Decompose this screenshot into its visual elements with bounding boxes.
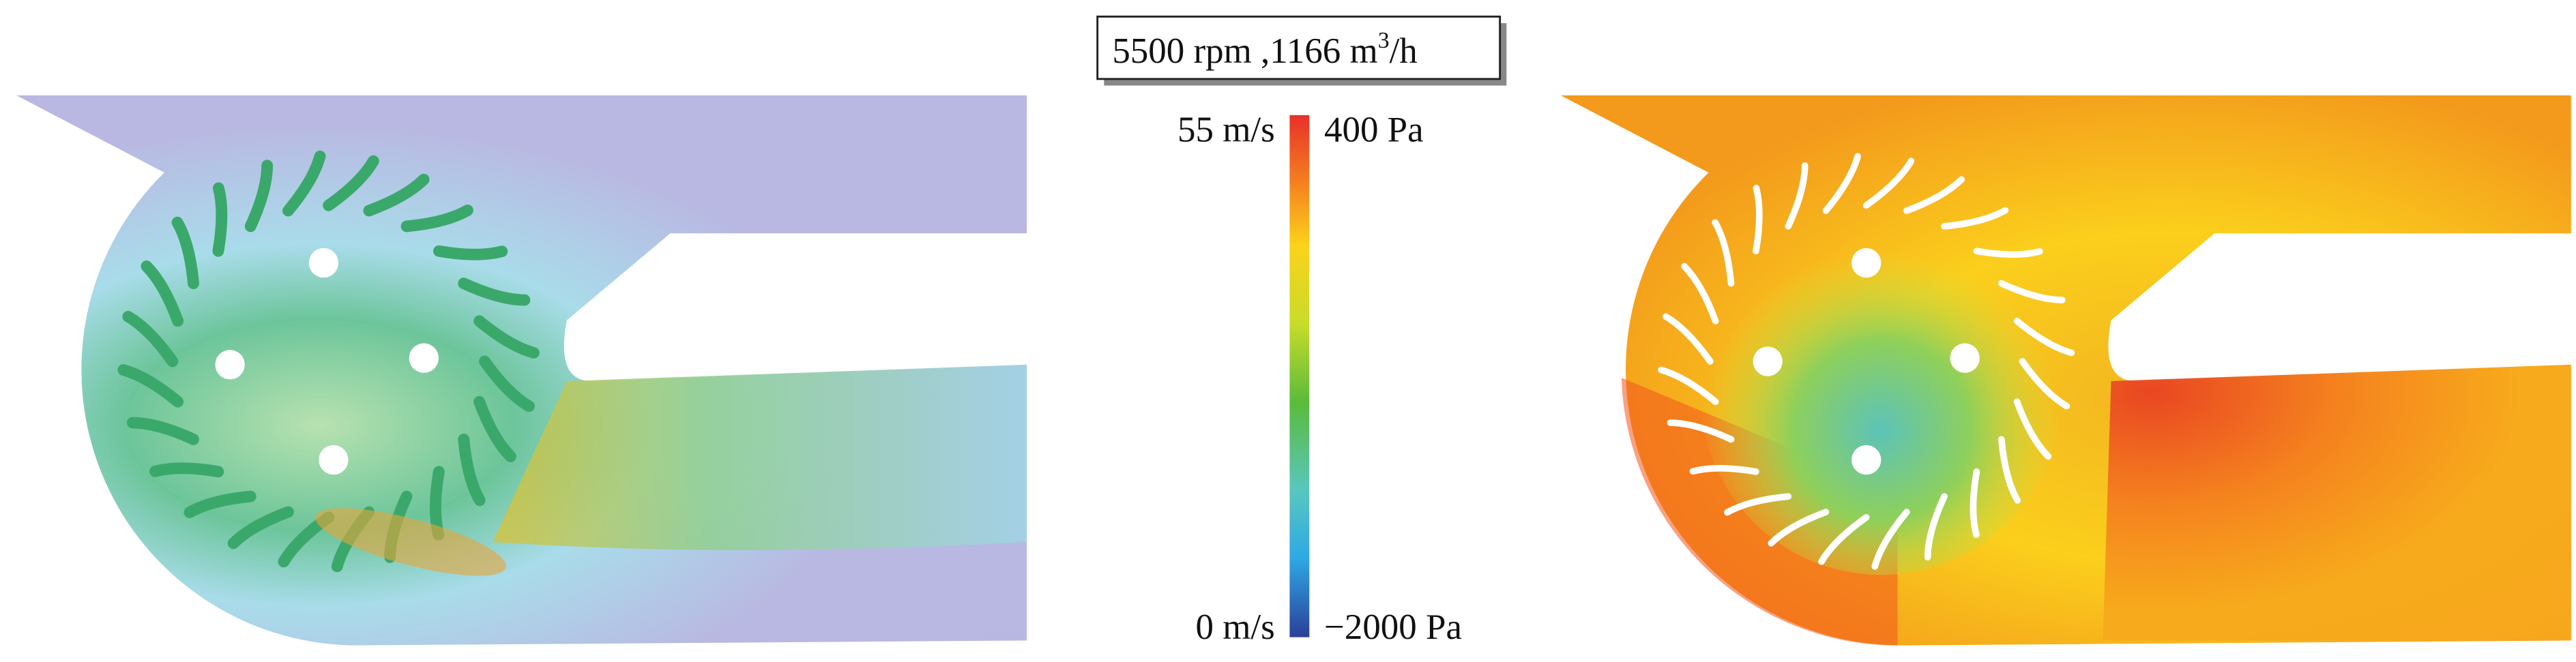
title: 5500 rpm ,1166 m3/h — [1112, 28, 1417, 71]
blade — [1768, 509, 1830, 547]
blade — [1862, 157, 1915, 209]
pressure-panel — [1560, 95, 2571, 646]
blade — [227, 506, 294, 550]
blade — [1822, 153, 1861, 214]
blade — [478, 355, 535, 412]
blade — [282, 150, 326, 217]
blade — [1689, 465, 1759, 475]
blade — [141, 260, 184, 327]
title-tail: /h — [1390, 31, 1418, 71]
blade — [184, 490, 257, 519]
blade — [2019, 358, 2070, 410]
blade — [122, 310, 179, 367]
title-main: 5500 rpm ,1166 m — [1112, 31, 1377, 71]
blade — [458, 277, 531, 306]
blade — [363, 173, 430, 217]
blade — [473, 395, 516, 462]
blade — [244, 160, 274, 232]
blade — [1681, 262, 1719, 325]
blade — [1658, 366, 1719, 406]
velocity-panel — [16, 95, 1027, 646]
blade — [117, 364, 184, 408]
blade — [1903, 176, 1965, 214]
blade — [1973, 247, 2043, 258]
blade — [400, 205, 473, 232]
blade — [1667, 419, 1735, 443]
blade — [1941, 207, 2009, 230]
blade — [1712, 219, 1735, 287]
colorbar-label: 0 m/s — [1195, 607, 1274, 647]
blade — [149, 462, 224, 478]
blade — [2013, 398, 2052, 460]
blade — [1818, 514, 1870, 565]
colorbar-label: 400 Pa — [1324, 110, 1424, 149]
blade — [458, 434, 486, 507]
blade — [1970, 468, 1980, 539]
blade — [1753, 185, 1763, 255]
blade — [1997, 280, 2066, 303]
blade — [429, 466, 445, 541]
blade — [1785, 162, 1809, 230]
blade — [1924, 493, 1948, 561]
blade — [2013, 318, 2075, 357]
colorbar-label: 55 m/s — [1177, 110, 1275, 149]
title-box — [1096, 15, 1502, 80]
colorbar — [1289, 115, 1310, 637]
blade — [323, 155, 379, 211]
blade — [171, 216, 199, 290]
blade — [1997, 436, 2021, 504]
colorbar-label: −2000 Pa — [1324, 607, 1462, 647]
title-sup: 3 — [1378, 28, 1390, 53]
blade — [433, 245, 508, 260]
blade — [1663, 313, 1714, 365]
blade — [126, 417, 199, 445]
blade — [473, 315, 540, 359]
blade — [1871, 509, 1910, 570]
blade — [212, 182, 228, 257]
blade — [1724, 493, 1792, 516]
